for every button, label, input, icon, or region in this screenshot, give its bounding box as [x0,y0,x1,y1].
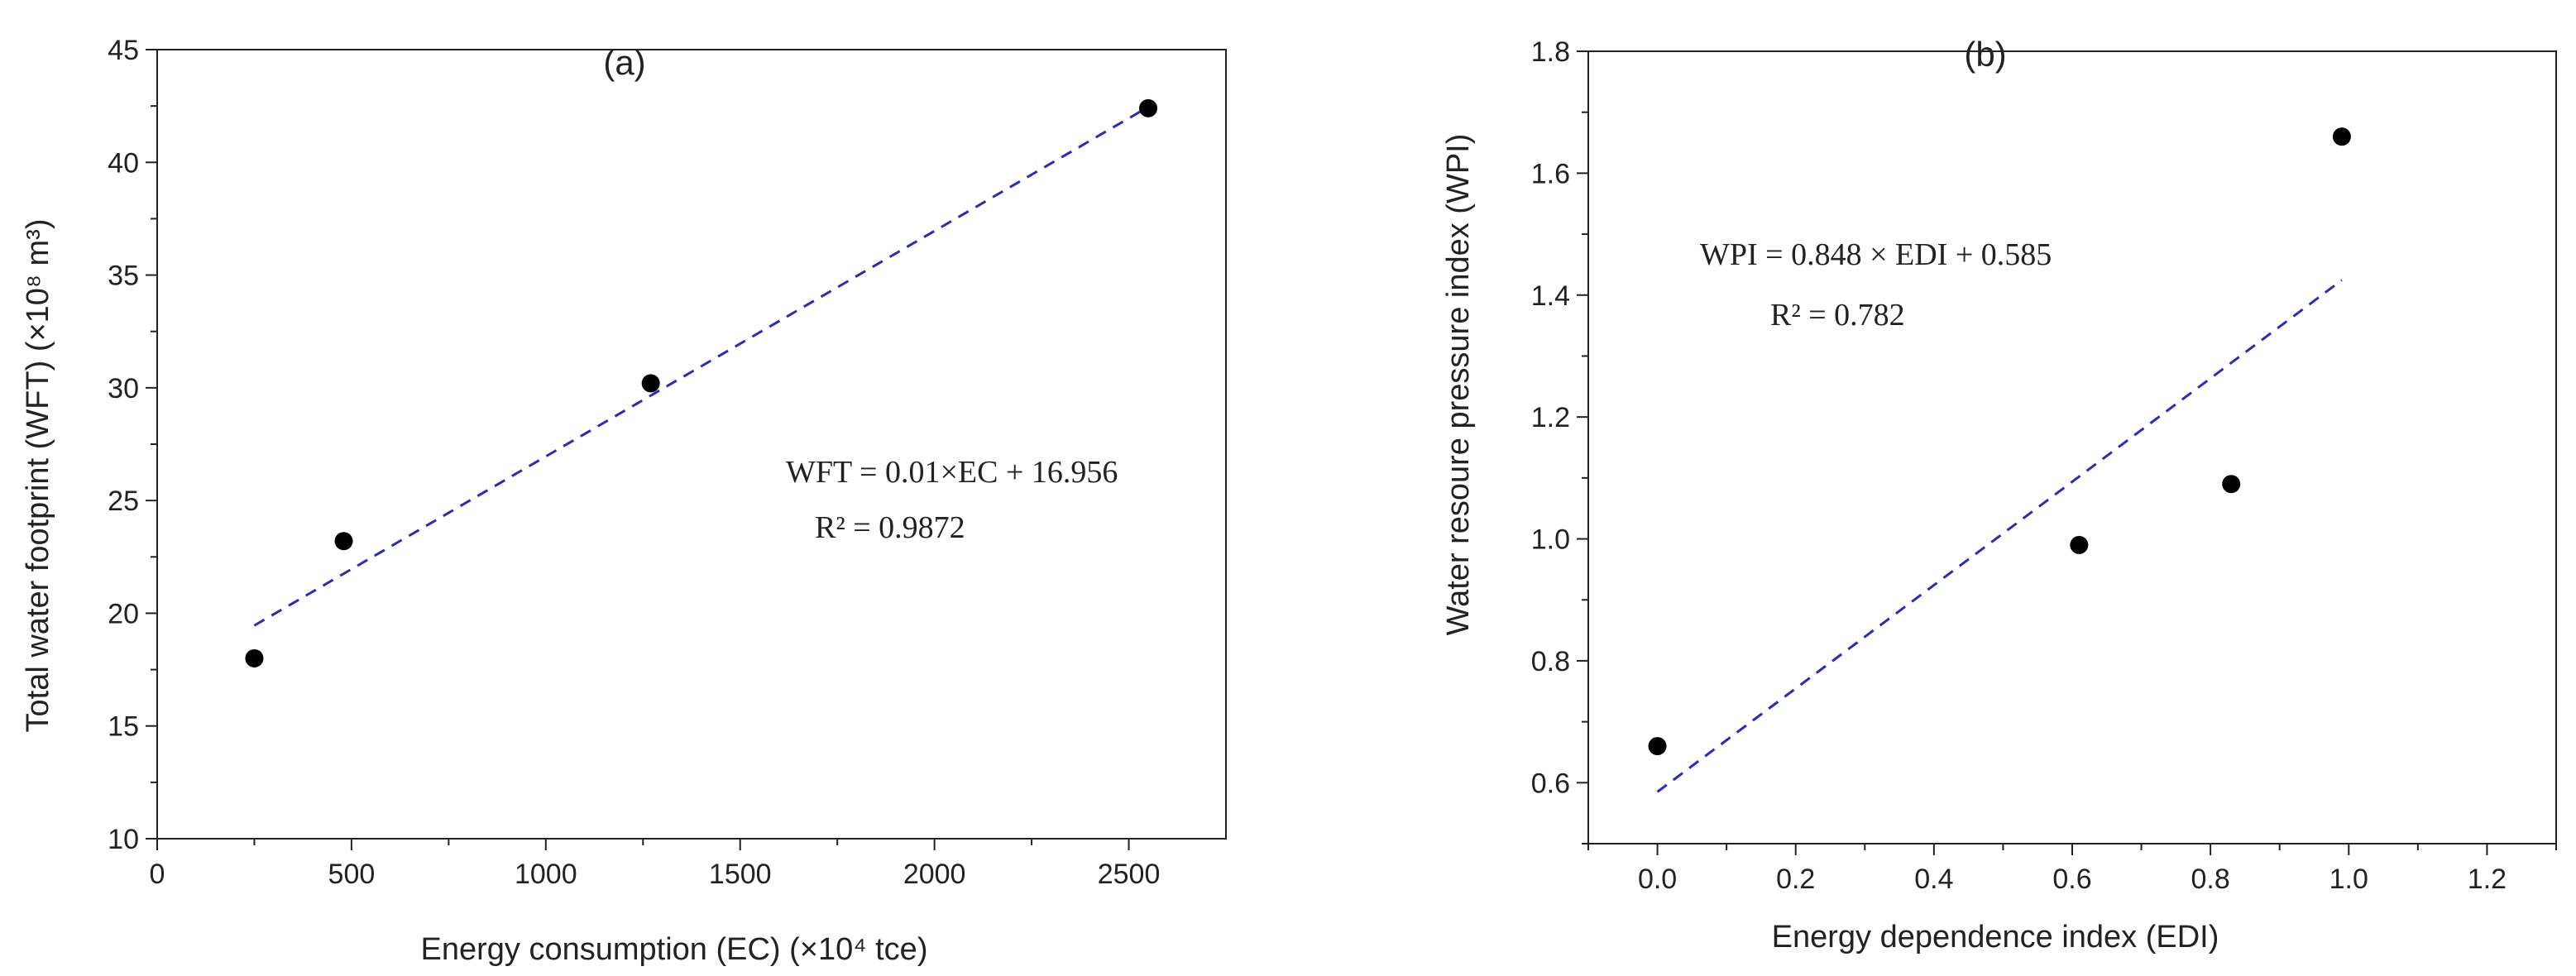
panel-b-y-tick-label: 1.4 [1531,280,1570,312]
panel-b-data-point [1648,737,1667,756]
panel-a-y-tick-label: 40 [108,147,139,179]
panel-a-axes: 0 500 1000 1500 2000 2500 10 15 20 25 30 35 40 45 [108,35,1227,890]
panel-b-x-tick-label: 1.0 [2329,864,2368,895]
panel-a-r-squared: R² = 0.9872 [815,510,965,545]
panel-b-chart: 0.0 0.2 0.4 0.6 0.8 1.0 1.2 0.6 0.8 1.0 1.2 1.4 1.6 1… [1441,35,2557,954]
panel-b-y-tick-label: 1.0 [1531,524,1570,556]
panel-b-y-tick-label: 1.2 [1531,402,1570,433]
panel-b-data-point [2222,475,2241,494]
panel-b-y-tick-label: 1.6 [1531,158,1570,189]
panel-a-data-point [245,648,264,667]
panel-a-y-tick-label: 30 [108,373,139,404]
panel-a-x-tick-label: 0 [150,859,165,890]
panel-a-label: (a) [603,43,645,82]
panel-b-x-axis-title: Energy dependence index (EDI) [1772,920,2219,954]
panel-b-data-point [2332,127,2351,146]
panel-b-x-tick-label: 0.4 [1914,864,1953,895]
panel-a-data-point [1139,98,1158,117]
panel-a-y-tick-label: 45 [108,35,139,66]
panel-b-y-tick-label: 1.8 [1531,36,1570,68]
panel-b-x-tick-label: 1.2 [2468,864,2507,895]
panel-a-x-axis-title: Energy consumption (EC) (×10⁴ tce) [421,932,928,967]
panel-a-fit-line [253,106,1149,627]
panel-a-y-tick-label: 35 [108,261,139,292]
panel-a-data-point [641,374,660,393]
panel-b-label: (b) [1964,35,2006,74]
panel-a-y-tick-label: 10 [108,824,139,855]
panel-a-y-tick-label: 15 [108,711,139,743]
panel-a-x-tick-label: 1000 [515,859,577,890]
panel-b-fit-line [1656,279,2343,793]
panel-b-equation: WPI = 0.848 × EDI + 0.585 [1700,237,2052,272]
panel-a-y-tick-label: 25 [108,486,139,517]
panel-a-x-tick-label: 500 [328,859,376,890]
panel-b-x-tick-label: 0.0 [1638,864,1677,895]
panel-a-data-point [334,532,353,551]
panel-b-y-tick-label: 0.8 [1531,646,1570,677]
panel-a-x-tick-label: 1500 [709,859,772,890]
panel-b-y-tick-label: 0.6 [1531,768,1570,799]
panel-a-chart: 0 500 1000 1500 2000 2500 10 15 20 25 30 35 40 45 (a)… [21,35,1227,967]
panel-b-x-tick-label: 0.6 [2052,864,2091,895]
panel-b-data-point [2070,535,2089,554]
panel-b-x-tick-label: 0.2 [1776,864,1815,895]
panel-a-equation: WFT = 0.01×EC + 16.956 [786,455,1118,490]
panel-b-r-squared: R² = 0.782 [1770,298,1905,333]
panel-b-plot-frame [1587,50,2557,844]
panel-a-x-tick-label: 2500 [1098,859,1161,890]
panel-a-y-tick-label: 20 [108,598,139,629]
panel-b-axes: 0.0 0.2 0.4 0.6 0.8 1.0 1.2 0.6 0.8 1.0 1.2 1.4 1.6 1… [1531,36,2557,895]
panel-b-x-tick-label: 0.8 [2191,864,2230,895]
panel-b-y-axis-title: Water resoure pressure index (WPI) [1441,134,1476,636]
panel-a-x-tick-label: 2000 [903,859,966,890]
panel-a-plot-frame [156,49,1227,840]
panel-a-y-axis-title: Total water footprint (WFT) (×10⁸ m³) [21,219,55,733]
